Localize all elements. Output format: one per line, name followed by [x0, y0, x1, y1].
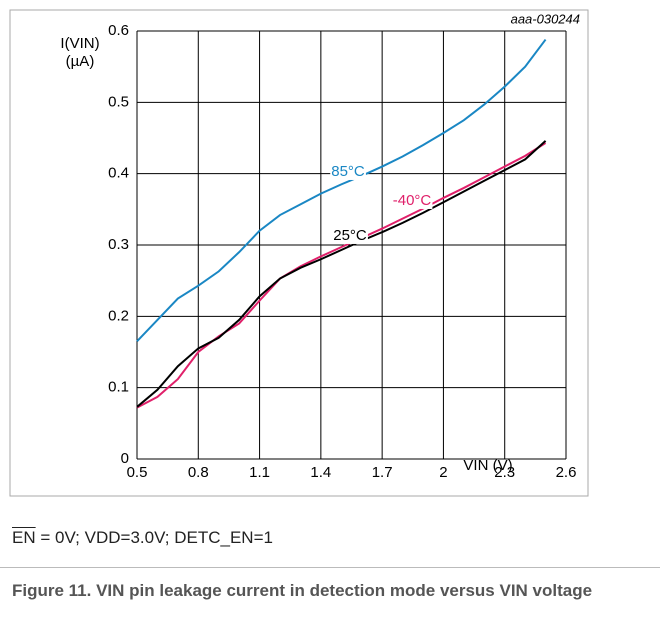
- series-line: [136, 142, 547, 409]
- y-tick-label: 0.3: [108, 236, 129, 253]
- x-tick-label: 1.1: [249, 464, 270, 481]
- x-axis-label: VIN (V): [463, 457, 512, 474]
- series-line: [136, 38, 547, 342]
- y-tick-label: 0.1: [108, 379, 129, 396]
- y-axis-label: (µA): [66, 53, 95, 70]
- x-tick-label: 1.4: [310, 464, 331, 481]
- chart-frame: [9, 9, 589, 497]
- x-tick-label: 1.7: [372, 464, 393, 481]
- x-tick-label: 0.8: [188, 464, 209, 481]
- chart: aaa-030244 I(VIN) (µA) VIN (V) 0 0.1 0.2 0.…: [9, 9, 589, 497]
- y-tick-label: 0.4: [108, 165, 129, 182]
- series-line: [136, 140, 547, 408]
- x-tick-label: 2.6: [556, 464, 577, 481]
- figure-caption: Figure 11. VIN pin leakage current in de…: [12, 581, 593, 600]
- y-tick-label: 0.5: [108, 93, 129, 110]
- series-label-bg: [391, 191, 433, 209]
- y-tick-label: 0.6: [108, 22, 129, 39]
- series-label-bg: [330, 162, 366, 180]
- y-axis-label: I(VIN): [60, 35, 99, 52]
- x-tick-label: 2: [439, 464, 447, 481]
- x-tick-label: 2.3: [494, 464, 515, 481]
- y-tick-label: 0: [121, 450, 129, 467]
- separator: [0, 567, 660, 568]
- series-label: 25°C: [333, 227, 367, 244]
- y-tick-label: 0.2: [108, 307, 129, 324]
- note-signal: EN: [12, 528, 36, 547]
- caption-note: EN = 0V; VDD=3.0V; DETC_EN=1: [12, 528, 273, 548]
- x-tick-label: 0.5: [127, 464, 148, 481]
- figure-code: aaa-030244: [511, 11, 580, 26]
- note-text: = 0V; VDD=3.0V; DETC_EN=1: [40, 528, 273, 547]
- series-label-bg: [332, 226, 368, 244]
- series-label: -40°C: [393, 192, 432, 209]
- series-label: 85°C: [331, 163, 365, 180]
